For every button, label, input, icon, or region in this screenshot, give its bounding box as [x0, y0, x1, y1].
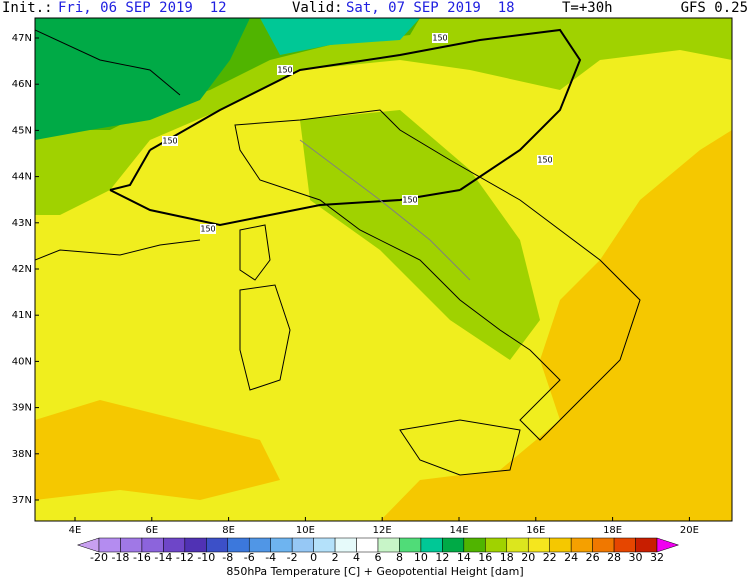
colorbar-box — [570, 537, 593, 553]
contour-label-bg — [200, 224, 216, 234]
init-label: Init.: — [2, 0, 53, 16]
colorbar-box — [313, 537, 336, 553]
colorbar-box — [141, 537, 164, 553]
colorbar-box — [592, 537, 615, 553]
colorbar-label: -8 — [222, 551, 233, 564]
lon-label: 14E — [449, 525, 468, 536]
colorbar-label: 16 — [478, 551, 492, 564]
colorbar-label: 20 — [521, 551, 535, 564]
colorbar-box — [613, 537, 636, 553]
colorbar-box — [120, 537, 143, 553]
colorbar-box — [527, 537, 550, 553]
colorbar-label: 18 — [500, 551, 514, 564]
colorbar-label: 8 — [396, 551, 403, 564]
colorbar-label: 2 — [332, 551, 339, 564]
contour-label: 150 — [277, 66, 292, 75]
colorbar-label: 12 — [435, 551, 449, 564]
valid-label: Valid: — [292, 0, 343, 16]
lon-label: 8E — [222, 525, 235, 536]
lat-label: 44N — [12, 172, 32, 183]
contour-label: 150 — [402, 196, 417, 205]
lon-label: 10E — [296, 525, 315, 536]
contour-label-bg — [277, 65, 293, 75]
colorbar-label: 28 — [607, 551, 621, 564]
contour-label: 150 — [162, 137, 177, 146]
colorbar-box — [635, 537, 658, 553]
lead-time: T=+30h — [562, 0, 613, 16]
lat-label: 41N — [12, 310, 32, 321]
colorbar-label: 22 — [543, 551, 557, 564]
colorbar-label: 14 — [457, 551, 471, 564]
lon-label: 12E — [373, 525, 392, 536]
colorbar-label: -12 — [176, 551, 194, 564]
colorbar-label: 24 — [564, 551, 578, 564]
contour-label-bg — [537, 155, 553, 165]
lat-label: 37N — [12, 495, 32, 506]
colorbar-box — [334, 537, 357, 553]
colorbar-label: 6 — [375, 551, 382, 564]
colorbar-label: 26 — [586, 551, 600, 564]
contour-label: 150 — [432, 34, 447, 43]
colorbar-box — [291, 537, 314, 553]
lon-label: 20E — [680, 525, 699, 536]
colorbar-box — [485, 537, 508, 553]
colorbar-box — [463, 537, 486, 553]
model-name: GFS 0.25 — [681, 0, 748, 16]
lon-label: 16E — [526, 525, 545, 536]
colorbar-box — [399, 537, 422, 553]
colorbar-box — [356, 537, 379, 553]
init-time: Fri, 06 SEP 2019 12 — [58, 0, 227, 16]
colorbar-label: -10 — [197, 551, 215, 564]
lon-label: 18E — [603, 525, 622, 536]
colorbar-label: 30 — [629, 551, 643, 564]
colorbar-box — [248, 537, 271, 553]
contour-label-bg — [432, 33, 448, 43]
colorbar-box — [549, 537, 572, 553]
contour-label: 150 — [200, 225, 215, 234]
lat-label: 45N — [12, 125, 32, 136]
map-field — [35, 18, 732, 521]
colorbar-box — [270, 537, 293, 553]
colorbar-box — [184, 537, 207, 553]
colorbar-label: -14 — [154, 551, 172, 564]
lat-label: 40N — [12, 356, 32, 367]
colorbar-box — [377, 537, 400, 553]
lat-label: 39N — [12, 403, 32, 414]
colorbar-label: -6 — [244, 551, 255, 564]
colorbar-box — [506, 537, 529, 553]
lat-label: 38N — [12, 449, 32, 460]
colorbar-box — [420, 537, 443, 553]
colorbar-arrow — [76, 537, 100, 553]
colorbar-title: 850hPa Temperature [C] + Geopotential He… — [226, 565, 523, 578]
lat-label: 46N — [12, 79, 32, 90]
valid-time: Sat, 07 SEP 2019 18 — [346, 0, 515, 16]
colorbar-label: 10 — [414, 551, 428, 564]
colorbar-label: -2 — [287, 551, 298, 564]
colorbar-box — [206, 537, 229, 553]
colorbar-arrow — [656, 537, 680, 553]
colorbar-box — [442, 537, 465, 553]
lat-label: 43N — [12, 218, 32, 229]
colorbar-box — [98, 537, 121, 553]
colorbar-label: -20 — [90, 551, 108, 564]
lat-label: 47N — [12, 33, 32, 44]
contour-label-bg — [162, 136, 178, 146]
lon-label: 4E — [69, 525, 82, 536]
colorbar-label: -4 — [265, 551, 276, 564]
colorbar-box — [227, 537, 250, 553]
colorbar-label: 32 — [650, 551, 664, 564]
lon-label: 6E — [145, 525, 158, 536]
colorbar-label: -16 — [133, 551, 151, 564]
lat-label: 42N — [12, 264, 32, 275]
colorbar-label: 0 — [310, 551, 317, 564]
colorbar-label: 4 — [353, 551, 360, 564]
colorbar-box — [163, 537, 186, 553]
contour-label: 150 — [537, 156, 552, 165]
contour-label-bg — [402, 195, 418, 205]
colorbar-label: -18 — [111, 551, 129, 564]
